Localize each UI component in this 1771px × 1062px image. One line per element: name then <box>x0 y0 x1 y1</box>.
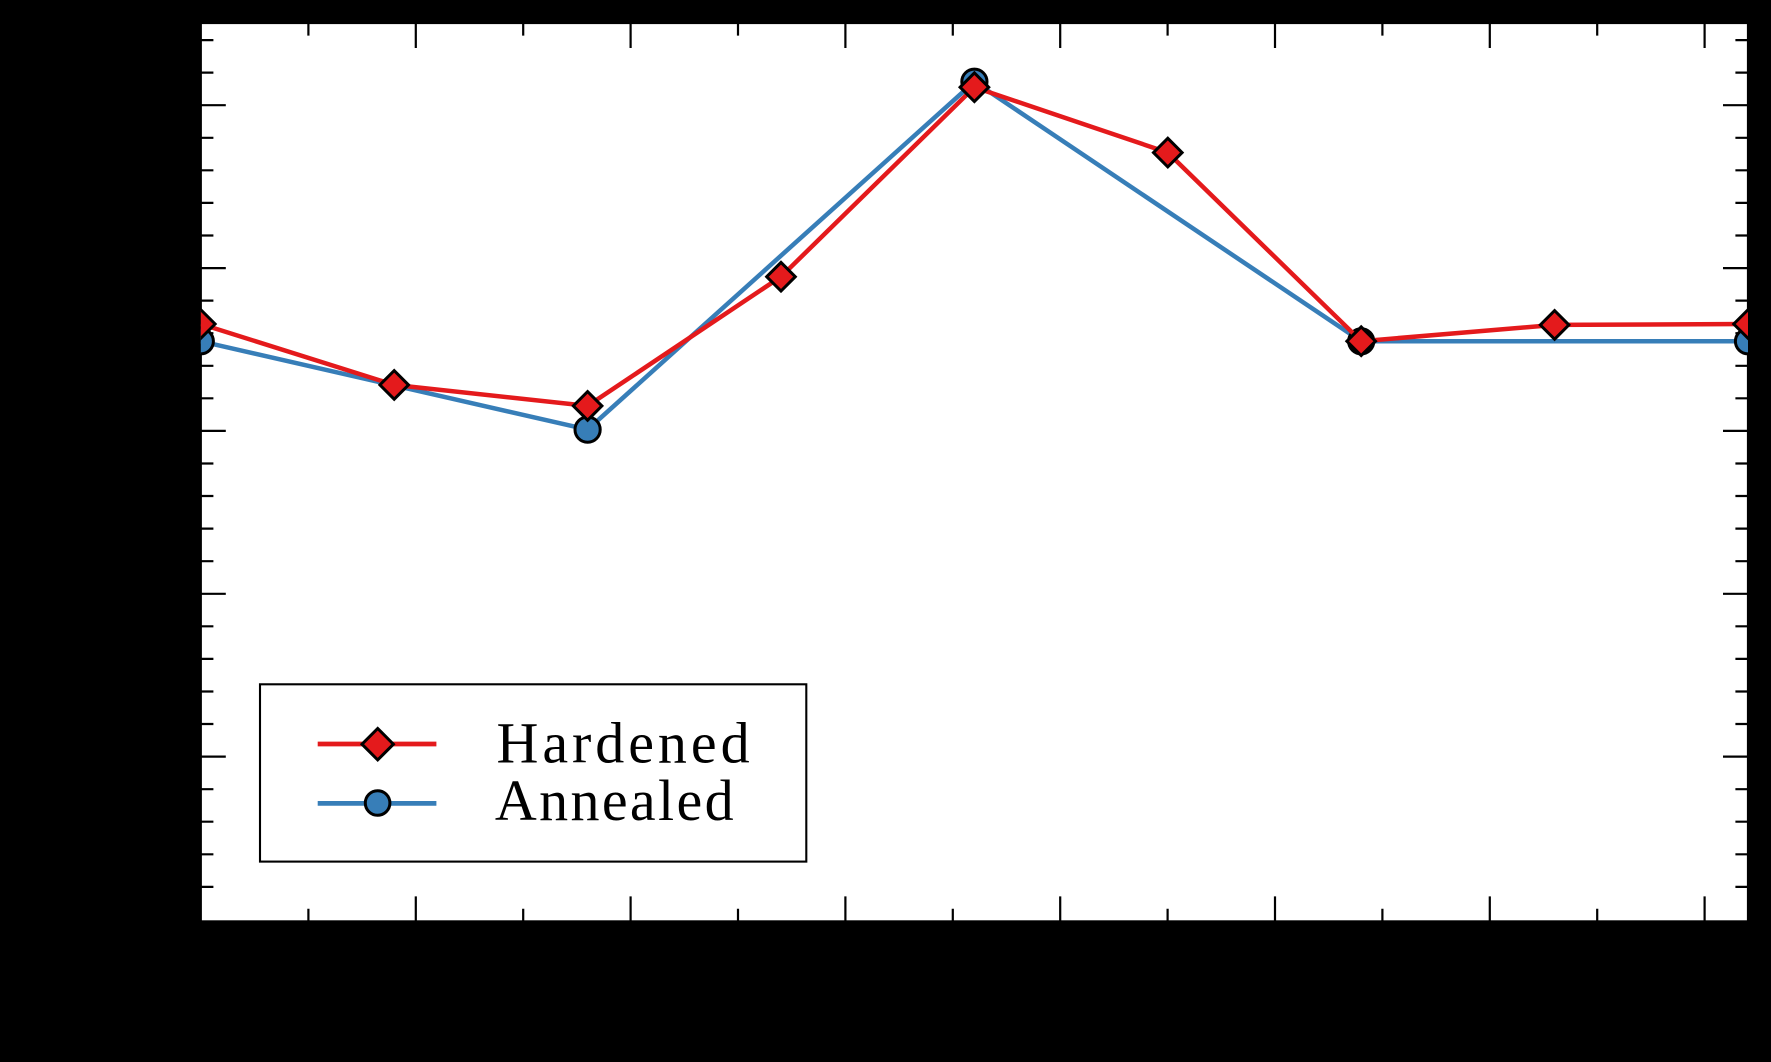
svg-text:Annealed: Annealed <box>495 768 736 833</box>
svg-text:Hardened: Hardened <box>497 711 754 776</box>
